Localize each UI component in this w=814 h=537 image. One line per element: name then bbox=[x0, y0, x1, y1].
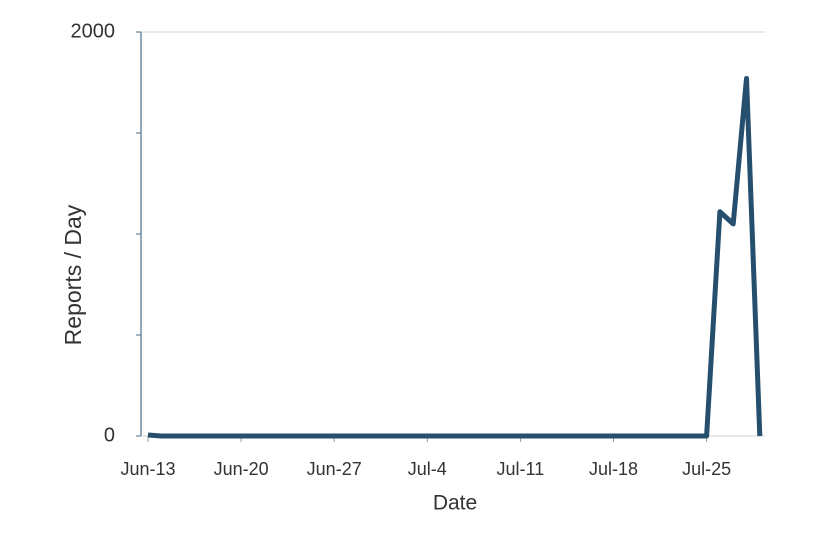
x-tick-label: Jul-18 bbox=[589, 459, 638, 479]
data-line bbox=[147, 75, 763, 439]
x-tick-label: Jul-11 bbox=[497, 459, 545, 479]
x-tick-label: Jul-25 bbox=[682, 459, 731, 479]
y-tick-label: 0 bbox=[104, 424, 115, 446]
x-tick-label: Jun-27 bbox=[307, 459, 362, 479]
x-tick-label: Jul-4 bbox=[408, 459, 447, 479]
x-tick-label: Jun-13 bbox=[120, 459, 175, 479]
y-tick-label: 2000 bbox=[71, 20, 116, 42]
x-axis-label: Date bbox=[433, 492, 477, 515]
x-tick-label: Jun-20 bbox=[214, 459, 269, 479]
y-axis-label: Reports / Day bbox=[60, 204, 86, 345]
